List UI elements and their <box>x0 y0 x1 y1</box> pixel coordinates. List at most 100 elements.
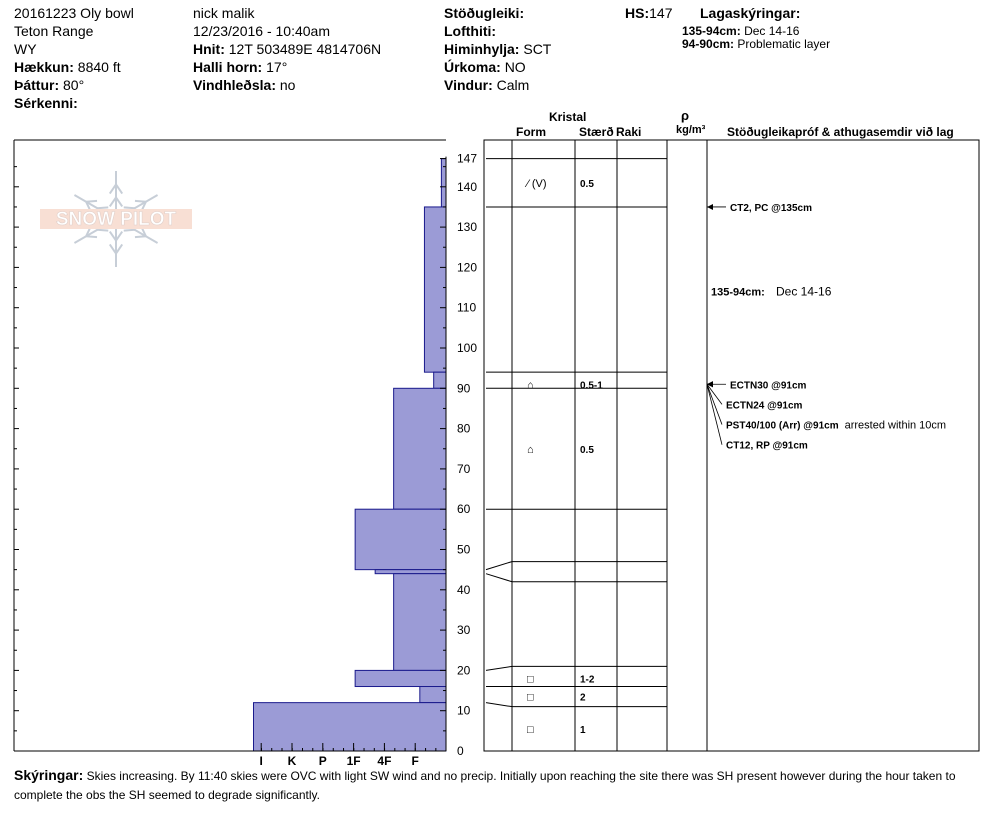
header-field: Halli horn: 17° <box>193 58 287 76</box>
comments-label: Skýringar: <box>14 767 84 783</box>
header-field-label: Stöðugleiki: <box>444 5 525 21</box>
form-heading: Form <box>516 125 546 139</box>
snowflake-branch <box>108 183 117 195</box>
comments: Skýringar: Skies increasing. By 11:40 sk… <box>14 766 994 805</box>
hardness-tick-label: 4F <box>377 754 391 766</box>
density-unit-heading: kg/m³ <box>676 124 706 136</box>
hs-readout: HS:147 <box>625 4 672 22</box>
test-label: PST40/100 (Arr) @91cm <box>726 421 839 432</box>
test-label: CT12, RP @91cm <box>726 441 808 452</box>
header-field: WY <box>14 40 37 58</box>
snowflake-branch <box>123 228 135 232</box>
logo-text: SNOW PILOT <box>56 209 177 230</box>
test-label: ECTN24 @91cm <box>726 400 803 411</box>
depth-tick-label: 50 <box>457 543 471 557</box>
header-field-value: SCT <box>523 41 552 57</box>
test-arrow-icon <box>707 203 713 210</box>
moisture-heading: Raki <box>616 125 642 139</box>
depth-tick-label: 147 <box>457 152 477 166</box>
hardness-tick-label: F <box>412 754 419 766</box>
hardness-layer-bar <box>419 686 447 704</box>
crystal-size: 0.5 <box>580 179 594 190</box>
header-field-value: 20161223 Oly bowl <box>14 5 134 21</box>
crystal-size: 1-2 <box>580 674 595 685</box>
legend-text: Problematic layer <box>737 37 831 51</box>
snowflake-branch <box>134 235 147 239</box>
header-field-label: Þáttur: <box>14 77 63 93</box>
hardness-layer-bar <box>374 569 447 575</box>
snowflake-branch <box>115 243 124 255</box>
hardness-layer-bar <box>354 669 447 688</box>
crystal-form-icon: □ <box>527 692 534 704</box>
legend-range: 94-90cm: <box>682 37 735 51</box>
size-heading: Stærð <box>579 125 614 139</box>
depth-tick-label: 110 <box>457 301 476 315</box>
header-field-value: Teton Range <box>14 23 94 39</box>
legend-title: Lagaskýringar: <box>700 5 801 21</box>
hardness-tick-label: I <box>260 754 263 766</box>
rho-heading: ρ <box>681 108 690 123</box>
crystal-form-icon: ⁄ (V) <box>524 178 547 190</box>
layer-connector <box>485 665 513 671</box>
legend-text: Dec 14-16 <box>744 24 800 38</box>
stability-tests: CT2, PC @135cm ECTN30 @91cm ECTN24 @91cm PS… <box>706 203 946 452</box>
crystal-size: 2 <box>580 693 586 704</box>
hs-value: 147 <box>649 5 673 21</box>
header-field: 12/23/2016 - 10:40am <box>193 22 330 40</box>
header-field-value: 8840 ft <box>77 59 121 75</box>
header-field: Sérkenni: <box>14 94 78 112</box>
depth-tick-label: 20 <box>457 663 471 677</box>
layer-connector <box>485 702 513 708</box>
header-field-label: Vindhleðsla: <box>193 77 280 93</box>
layer-connector <box>485 561 513 571</box>
header-field-value: nick malik <box>193 5 255 21</box>
snowflake-branch <box>115 230 124 242</box>
depth-tick-label: 80 <box>457 422 471 436</box>
header-field-label: Halli horn: <box>193 59 267 75</box>
header-field-label: Lofthiti: <box>444 23 497 39</box>
depth-tick-label: 120 <box>457 260 477 274</box>
header-field-value: Calm <box>496 77 530 93</box>
test-leader <box>706 384 723 445</box>
header-field-value: WY <box>14 41 37 57</box>
hardness-tick-label: P <box>319 754 327 766</box>
header-field-value: 17° <box>266 59 288 75</box>
depth-tick-label: 140 <box>457 180 477 194</box>
depth-tick-label: 0 <box>457 744 464 758</box>
header-field-value: 12/23/2016 - 10:40am <box>193 23 330 39</box>
header-field: Vindhleðsla: no <box>193 76 295 94</box>
snowflake-branch <box>85 199 98 203</box>
hardness-layer-bar <box>393 387 447 510</box>
kristal-heading: Kristal <box>549 110 587 124</box>
depth-tick-label: 130 <box>457 220 477 234</box>
header-field: Þáttur: 80° <box>14 76 84 94</box>
crystal-form-icon: ⌂ <box>527 444 534 456</box>
header-field: Hnit: 12T 503489E 4814706N <box>193 40 381 58</box>
depth-tick-label: 60 <box>457 502 471 516</box>
snowflake-branch <box>85 235 98 239</box>
depth-axis: 0 10 20 30 40 50 60 70 80 90 100 110 120 130 140 147 <box>14 152 477 758</box>
legend-range: 135-94cm: <box>682 24 741 38</box>
hardness-tick-label: 1F <box>347 754 361 766</box>
header-field-value: 12T 503489E 4814706N <box>228 41 382 57</box>
header-field-label: Hækkun: <box>14 59 78 75</box>
snowflake-branch <box>108 230 117 242</box>
depth-tick-label: 30 <box>457 623 471 637</box>
crystal-form-icon: □ <box>527 673 534 685</box>
test-label: ECTN30 @91cm <box>730 380 807 391</box>
snowflake-branch <box>108 243 117 255</box>
test-leader <box>706 384 723 405</box>
header-field: Teton Range <box>14 22 93 40</box>
depth-tick-label: 40 <box>457 583 471 597</box>
header-field-label: Sérkenni: <box>14 95 78 111</box>
stratigraphy-frame <box>483 139 980 752</box>
test-label: CT2, PC @135cm <box>730 203 812 214</box>
header-field: nick malik <box>193 4 254 22</box>
depth-tick-label: 10 <box>457 704 471 718</box>
hardness-layer-bar <box>423 206 447 373</box>
header-field-label: Hnit: <box>193 41 229 57</box>
crystal-size: 1 <box>580 725 586 736</box>
hardness-layer-bar <box>354 508 447 571</box>
header-field: Himinhylja: SCT <box>444 40 551 58</box>
header-field: Hækkun: 8840 ft <box>14 58 121 76</box>
